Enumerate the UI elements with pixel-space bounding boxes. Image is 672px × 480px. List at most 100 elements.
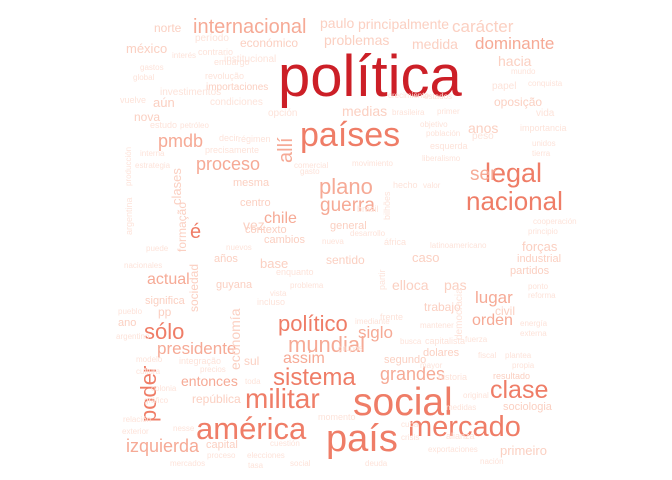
word: méxico xyxy=(126,41,168,56)
word: crecimiento xyxy=(388,91,429,100)
word: cooperación xyxy=(533,217,577,226)
word: é xyxy=(190,221,202,243)
word: unidos xyxy=(532,139,556,148)
word: países xyxy=(300,116,401,154)
word: significa xyxy=(145,295,185,307)
word: global xyxy=(133,73,155,82)
word: latinoamericano xyxy=(430,241,487,250)
word: mundial xyxy=(288,332,366,357)
word: revolução xyxy=(205,71,245,81)
word: importancia xyxy=(520,123,567,133)
word: externa xyxy=(520,329,547,338)
word: cuba xyxy=(401,420,419,429)
word: esquerda xyxy=(430,141,468,151)
word: embargo xyxy=(214,57,250,67)
word: original xyxy=(463,391,489,400)
word: energía xyxy=(520,319,548,328)
word: opción xyxy=(268,108,298,119)
word: busca xyxy=(400,337,422,346)
word: período xyxy=(195,33,229,44)
word: militar xyxy=(245,383,320,414)
word: conquista xyxy=(528,79,563,88)
word: objetivo xyxy=(420,120,448,129)
word: papel xyxy=(492,81,517,92)
word: tasa xyxy=(248,461,264,470)
word: assim xyxy=(283,350,325,367)
word: ser xyxy=(470,164,497,185)
word: internacional xyxy=(193,16,307,38)
word: democracia xyxy=(454,288,465,340)
word: medida xyxy=(412,36,458,52)
word: puede xyxy=(146,244,169,253)
word: plano xyxy=(319,174,373,199)
word: presidente xyxy=(157,339,237,358)
word: vista xyxy=(270,289,287,298)
word: modelo xyxy=(136,355,163,364)
word: población xyxy=(426,129,461,138)
word: político xyxy=(278,311,348,336)
word: social xyxy=(290,459,311,468)
word: mayor xyxy=(420,361,443,370)
word: pueblo xyxy=(118,307,143,316)
word: sociedad xyxy=(187,263,201,312)
word: interés xyxy=(172,51,197,60)
word: nacional xyxy=(466,186,563,216)
word: primer xyxy=(437,107,460,116)
word: momento xyxy=(318,412,356,422)
word: política xyxy=(278,44,462,109)
word: contexto xyxy=(245,224,287,236)
word: mercado xyxy=(408,411,521,443)
word: brasileira xyxy=(392,108,425,117)
word: guerra xyxy=(320,195,375,216)
word: principalmente xyxy=(358,16,450,32)
word: valor xyxy=(423,181,441,190)
word: social xyxy=(353,381,453,424)
word: hacia xyxy=(498,53,532,69)
word: peso xyxy=(472,131,494,142)
word: legal xyxy=(485,158,543,188)
word: resultado xyxy=(493,371,531,381)
word: dolares xyxy=(423,347,460,359)
word: medidas xyxy=(446,403,477,412)
word: segundo xyxy=(384,354,427,366)
word: sociologia xyxy=(503,401,552,413)
word: nova xyxy=(134,110,161,124)
word: estudo xyxy=(150,120,178,130)
word: nacionales xyxy=(124,261,163,270)
word: formação xyxy=(175,201,189,252)
word: crisis xyxy=(401,433,420,442)
word: problemas xyxy=(324,32,390,48)
word: estados xyxy=(424,92,453,101)
word: ano xyxy=(118,317,137,329)
word: entonces xyxy=(181,373,238,389)
word: industrial xyxy=(517,253,562,265)
word: movimiento xyxy=(352,159,393,168)
word: elloca xyxy=(392,277,429,293)
word: mesma xyxy=(233,177,270,189)
word: elecciones xyxy=(247,451,285,460)
word: precisamente xyxy=(205,145,260,155)
word: proceso xyxy=(207,451,236,460)
word: deuda xyxy=(365,459,388,468)
word: petróleo xyxy=(180,121,209,130)
word: frente xyxy=(380,312,404,322)
word: clase xyxy=(490,376,549,404)
word: proceso xyxy=(196,154,261,174)
word: régimen xyxy=(238,134,271,144)
word: país xyxy=(326,418,398,460)
word: pp xyxy=(158,305,172,319)
word: aún xyxy=(153,95,175,110)
word: pmdb xyxy=(158,131,204,151)
word: colonia xyxy=(151,384,177,393)
word: brasil xyxy=(357,204,379,214)
word: años xyxy=(214,253,238,265)
word: civil xyxy=(495,304,515,318)
word: condiciones xyxy=(210,97,263,108)
word: sistema xyxy=(273,364,356,391)
word: tierra xyxy=(532,149,551,158)
word: institucional xyxy=(224,54,277,65)
word: economía xyxy=(227,308,243,370)
word: reforma xyxy=(528,291,556,300)
word: nueva xyxy=(322,237,344,246)
